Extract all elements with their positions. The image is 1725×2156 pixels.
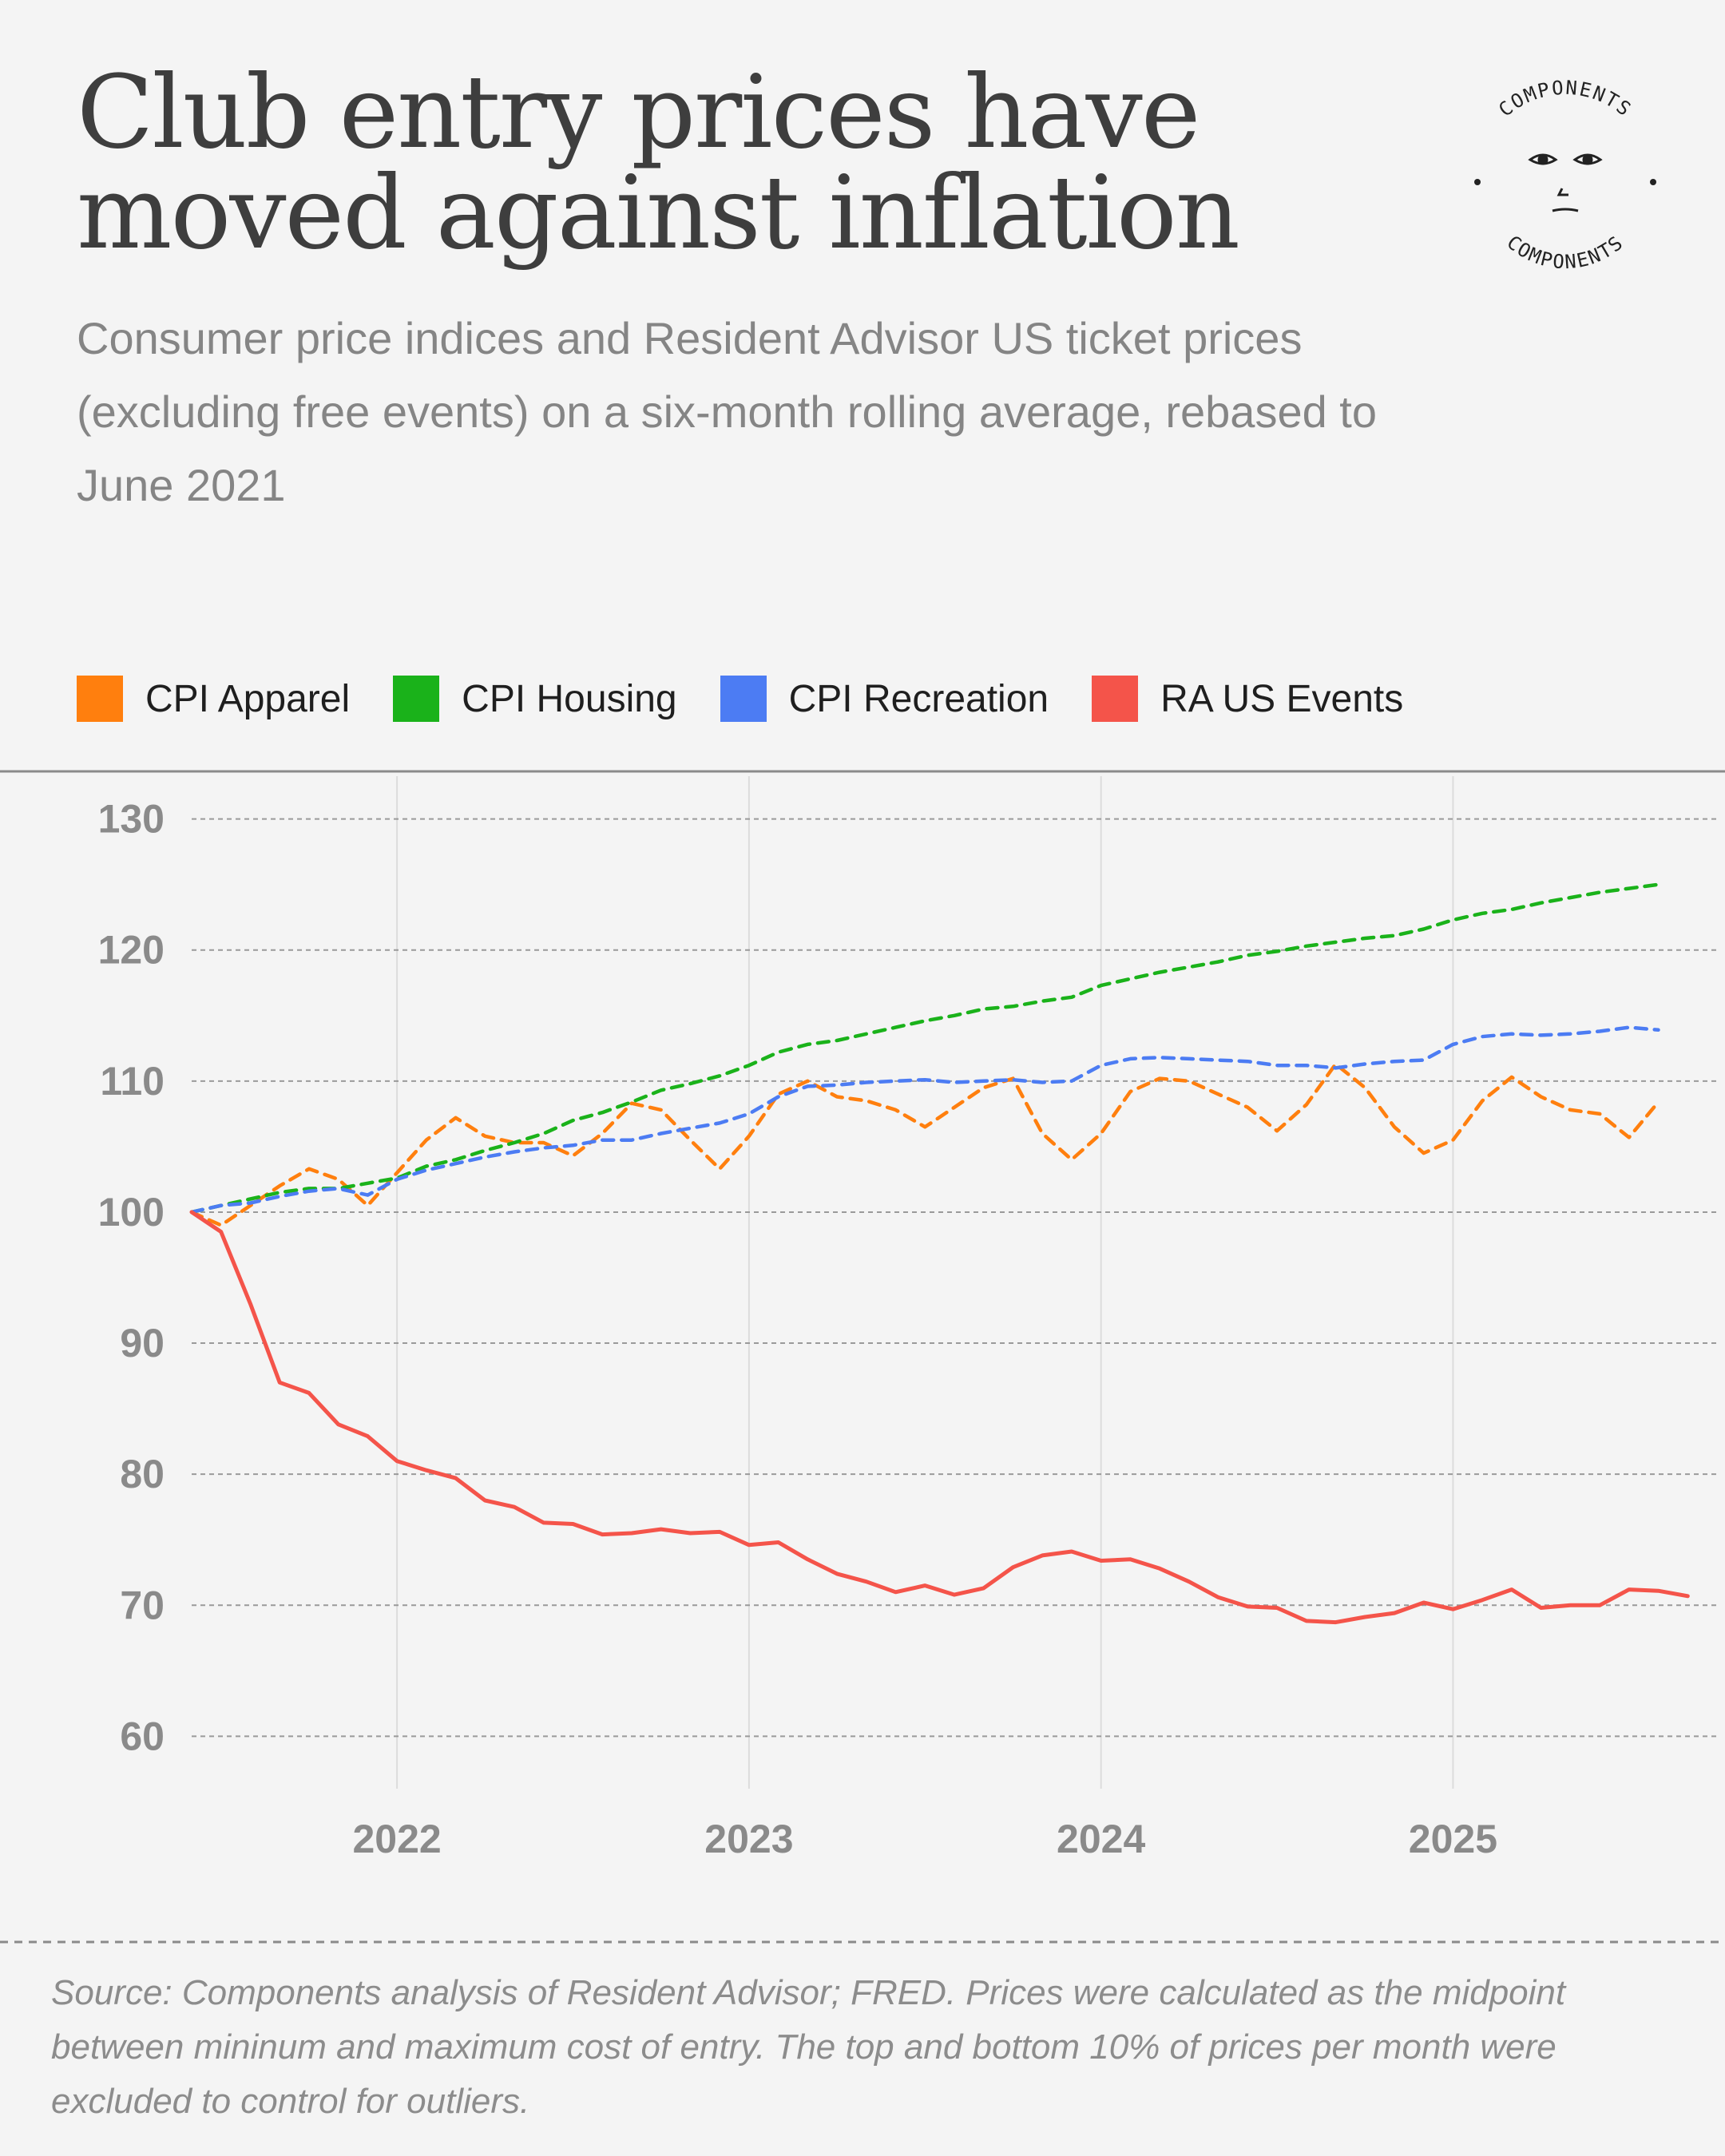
series-line-cpi-apparel bbox=[189, 1062, 1660, 1227]
legend-label: CPI Housing bbox=[462, 677, 677, 720]
legend-swatch-cpi-recreation bbox=[720, 676, 767, 722]
x-tick-label: 2022 bbox=[352, 1817, 441, 1861]
x-tick-label: 2024 bbox=[1057, 1817, 1145, 1861]
line-chart: 2022 2023 2024 2025 60 70 80 90 100 110 120 130 bbox=[0, 770, 1725, 1944]
series-line-cpi-housing bbox=[189, 882, 1660, 1215]
legend-item-ra-us-events: RA US Events bbox=[1092, 676, 1403, 722]
y-tick-label: 130 bbox=[98, 797, 165, 842]
x-tick-label: 2025 bbox=[1409, 1817, 1497, 1861]
legend-item-cpi-apparel: CPI Apparel bbox=[77, 676, 350, 722]
logo-dot-left bbox=[1474, 179, 1481, 185]
page-title: Club entry prices have moved against inf… bbox=[77, 54, 1240, 271]
series-line-cpi-recreation bbox=[189, 1025, 1660, 1215]
legend-swatch-cpi-apparel bbox=[77, 676, 123, 722]
series-line-ra-us-events bbox=[189, 1210, 1690, 1625]
y-tick-label: 70 bbox=[120, 1583, 165, 1627]
legend-label: CPI Recreation bbox=[788, 677, 1049, 720]
components-logo: COMPONENTS COMPONENTS bbox=[1474, 77, 1656, 273]
logo-dot-right bbox=[1650, 179, 1656, 185]
y-tick-label: 80 bbox=[120, 1452, 165, 1496]
y-tick-label: 120 bbox=[98, 928, 165, 973]
y-tick-label: 100 bbox=[98, 1190, 165, 1235]
chart-legend: CPI Apparel CPI Housing CPI Recreation R… bbox=[77, 671, 1446, 727]
legend-item-cpi-recreation: CPI Recreation bbox=[720, 676, 1049, 722]
y-tick-label: 110 bbox=[100, 1059, 165, 1104]
page-subtitle: Consumer price indices and Resident Advi… bbox=[77, 313, 1377, 510]
legend-swatch-cpi-housing bbox=[393, 676, 440, 722]
legend-label: CPI Apparel bbox=[145, 677, 351, 720]
y-tick-label: 90 bbox=[120, 1321, 165, 1365]
x-tick-label: 2023 bbox=[704, 1817, 793, 1861]
y-tick-label: 60 bbox=[120, 1714, 165, 1758]
legend-item-cpi-housing: CPI Housing bbox=[393, 676, 677, 722]
legend-label: RA US Events bbox=[1160, 677, 1404, 720]
face-icon bbox=[1528, 153, 1603, 212]
legend-swatch-ra-us-events bbox=[1092, 676, 1139, 722]
source-note: Source: Components analysis of Resident … bbox=[51, 1973, 1566, 2121]
